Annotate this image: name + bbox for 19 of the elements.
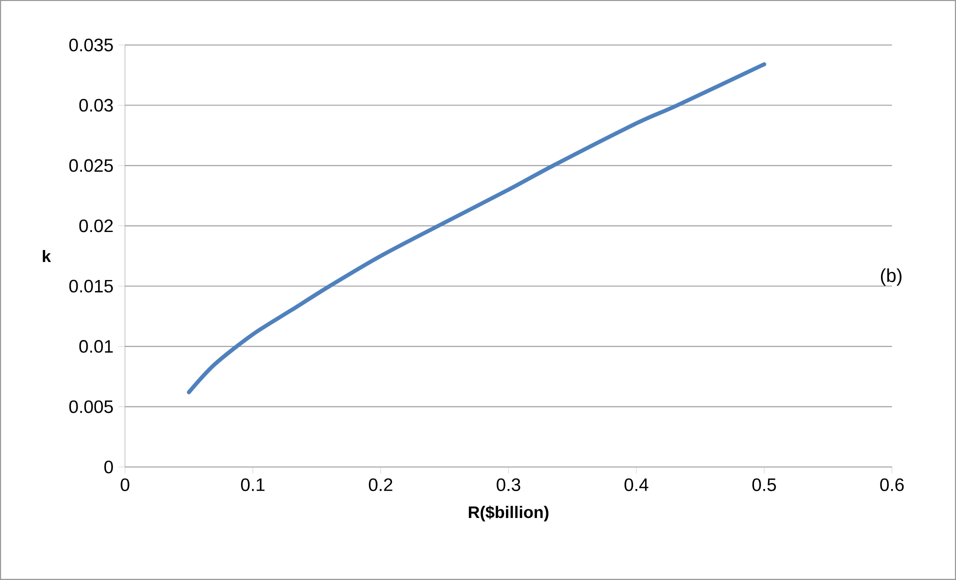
y-tick-label: 0.03: [79, 98, 113, 112]
x-tick-label: 0.5: [752, 478, 776, 492]
y-tick-label: 0: [104, 460, 113, 474]
y-axis-title: k: [42, 250, 51, 262]
y-tick-label: 0.005: [69, 400, 113, 414]
x-tick-label: 0.6: [880, 478, 904, 492]
line-series: [186, 62, 766, 394]
x-tick-label: 0.1: [241, 478, 264, 492]
y-tick-label: 0.025: [69, 159, 113, 172]
annotation: (b): [880, 268, 902, 286]
x-tick-label: 0.4: [624, 478, 648, 492]
y-tick-label: 0.02: [79, 219, 113, 232]
y-tick-label: 0.015: [69, 280, 113, 292]
x-tick-label: 0: [120, 478, 130, 492]
x-tick-label: 0.2: [368, 478, 392, 492]
y-tick-label: 0.035: [69, 38, 113, 52]
x-axis-title: R($billion): [468, 506, 548, 522]
x-tick-label: 0.3: [496, 478, 520, 492]
y-tick-label: 0.01: [79, 340, 113, 353]
